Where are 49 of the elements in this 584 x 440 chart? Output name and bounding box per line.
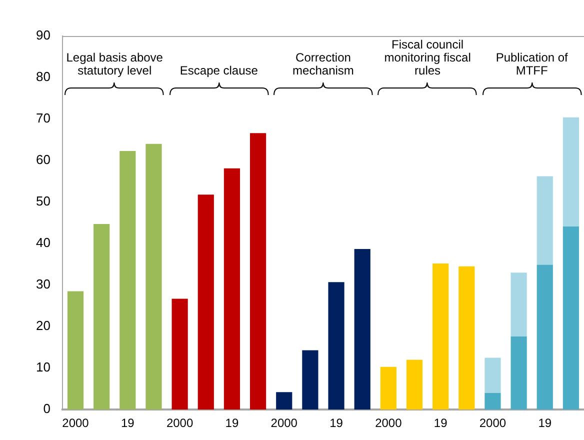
x-tick-label: 19 xyxy=(434,416,448,430)
y-tick-label: 0 xyxy=(43,401,50,416)
y-tick-label: 30 xyxy=(36,276,50,292)
x-tick-label: 2000 xyxy=(166,416,194,430)
x-tick-label: 2000 xyxy=(270,416,298,430)
bar xyxy=(406,360,423,410)
y-tick-label: 10 xyxy=(36,360,50,375)
x-tick-label: 2000 xyxy=(375,416,402,430)
x-tick-label: 2000 xyxy=(62,416,90,430)
bar xyxy=(276,392,292,410)
annotation: Correction mechanism xyxy=(292,50,354,78)
bar xyxy=(250,133,266,410)
bar xyxy=(328,282,344,410)
x-tick-label: 19 xyxy=(330,416,344,430)
x-tick-label: 2000 xyxy=(479,416,506,430)
bar xyxy=(458,266,475,410)
bar xyxy=(562,117,580,227)
y-tick-label: 70 xyxy=(36,110,50,126)
x-tick-label: 19 xyxy=(120,416,135,430)
bar xyxy=(562,226,580,410)
bar xyxy=(354,248,370,410)
y-tick-label: 20 xyxy=(36,318,50,334)
bar xyxy=(536,176,553,265)
y-tick-label: 50 xyxy=(36,194,50,209)
y-tick-label: 60 xyxy=(36,152,50,168)
annotation: Publication of MTFF xyxy=(496,50,569,78)
bar xyxy=(94,224,110,410)
bar xyxy=(536,264,553,410)
bar xyxy=(380,366,396,410)
y-tick-label: 40 xyxy=(36,235,50,250)
bar xyxy=(224,168,240,410)
bar xyxy=(484,392,501,410)
bar xyxy=(120,150,136,410)
bar xyxy=(172,298,188,410)
bar xyxy=(510,272,527,337)
annotation: Legal basis above statutory level xyxy=(66,50,164,78)
bar xyxy=(67,291,84,410)
bar xyxy=(432,263,449,410)
bar xyxy=(484,358,501,393)
annotation: Fiscal council monitoring fiscal rules xyxy=(384,38,471,78)
annotation: Escape clause xyxy=(180,64,258,78)
x-tick-label: 19 xyxy=(225,416,239,430)
y-tick-label: 80 xyxy=(36,69,50,84)
bar xyxy=(302,350,318,410)
bar xyxy=(510,336,527,410)
y-tick-label: 90 xyxy=(36,28,50,43)
x-tick-label: 19 xyxy=(538,416,552,430)
bar xyxy=(198,194,214,410)
bar xyxy=(146,144,162,410)
